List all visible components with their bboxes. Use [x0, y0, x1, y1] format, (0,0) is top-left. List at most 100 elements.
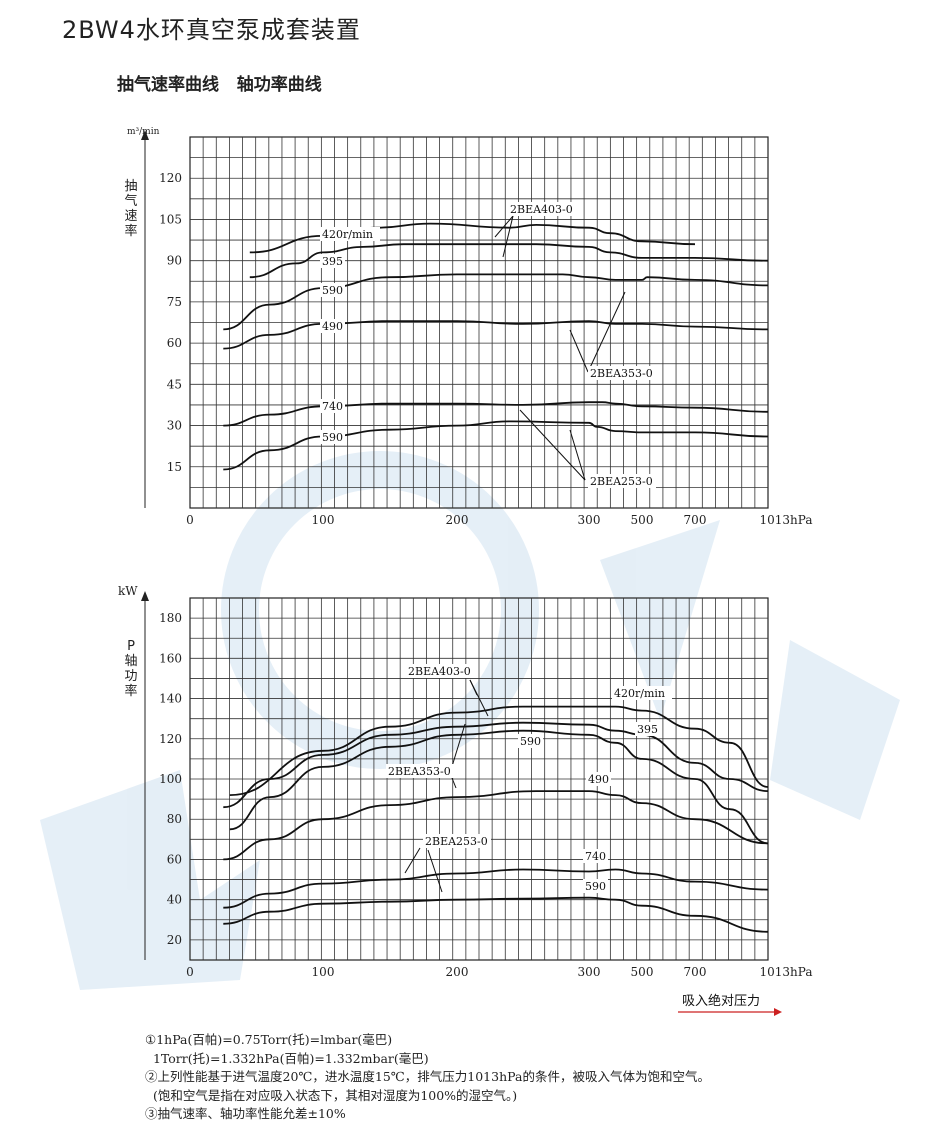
y-tick-label: 60 — [167, 336, 182, 350]
x-tick-label: 1013hPa — [760, 513, 813, 527]
series-label-bg — [320, 319, 345, 333]
annotation-bg — [588, 474, 656, 488]
note-2: ②上列性能基于进气温度20℃，进水温度15℃，排气压力1013hPa的条件，被吸… — [145, 1069, 710, 1084]
y-tick-label: 20 — [167, 933, 182, 947]
series-label-bg — [320, 430, 345, 444]
y-axis-label-char: P — [127, 639, 135, 654]
x-tick-label: 700 — [684, 965, 707, 979]
series-line — [229, 729, 769, 845]
model-annotation: 2BEA253-0 — [590, 475, 653, 488]
y-tick-label: 30 — [167, 419, 182, 433]
series-line — [249, 243, 769, 279]
x-tick-label: 700 — [684, 513, 707, 527]
series-label-bg — [518, 734, 543, 748]
x-tick-label: 1013hPa — [760, 965, 813, 979]
series-line — [223, 420, 769, 471]
y-axis-label-char: 功 — [124, 669, 137, 684]
series-label: 395 — [322, 255, 343, 268]
page-subtitle: 抽气速率曲线 轴功率曲线 — [117, 75, 322, 95]
series-line — [223, 896, 769, 933]
notes: ①1hPa(百帕)=0.75Torr(托)=lmbar(毫巴) 1Torr(托)… — [145, 1031, 710, 1124]
series-label: 740 — [322, 400, 343, 413]
y-tick-label: 160 — [159, 651, 182, 665]
annotation-leader — [569, 429, 586, 481]
series-label-bg — [320, 227, 380, 241]
y-axis-label-char: 抽 — [124, 179, 137, 194]
y-tick-label: 15 — [167, 460, 182, 474]
series-label-bg — [586, 772, 611, 786]
y-unit-label: m³/min — [127, 127, 160, 137]
series-label-bg — [320, 254, 345, 268]
annotation-bg — [508, 202, 576, 216]
series-label: 590 — [322, 431, 343, 444]
y-tick-label: 90 — [167, 254, 182, 268]
x-tick-label: 100 — [312, 965, 335, 979]
y-axis-arrowhead — [141, 591, 149, 601]
y-axis-label-char: 率 — [124, 223, 137, 239]
pumping-speed-chart: 15 30 45 60 75 90 105 120 m³/min 抽气速率 0 100 200 300 50… — [124, 127, 813, 527]
model-annotation: 2BEA353-0 — [590, 367, 653, 380]
series-line — [223, 320, 769, 350]
series-label: 590 — [520, 735, 541, 748]
series-label: 420r/min — [614, 687, 665, 700]
x-tick-label: 300 — [578, 513, 601, 527]
series-label: 590 — [585, 880, 606, 893]
series-label-bg — [635, 722, 660, 736]
annotation-bg — [406, 664, 474, 678]
y-tick-label: 45 — [167, 377, 182, 391]
series-label-bg — [583, 879, 608, 893]
x-tick-label: 300 — [578, 965, 601, 979]
series-label: 490 — [588, 773, 609, 786]
x-tick-label: 200 — [446, 513, 469, 527]
annotation-bg — [423, 834, 491, 848]
y-axis-label-char: 速 — [124, 209, 137, 224]
model-annotation: 2BEA253-0 — [425, 835, 488, 848]
x-tick-label: 0 — [186, 513, 194, 527]
annotation-leader — [427, 849, 443, 893]
annotation-leader — [494, 215, 514, 238]
note-1b: 1Torr(托)=1.332hPa(百帕)=1.332mbar(毫巴) — [145, 1050, 429, 1066]
note-1: ①1hPa(百帕)=0.75Torr(托)=lmbar(毫巴) — [145, 1032, 393, 1047]
y-tick-label: 75 — [167, 295, 182, 309]
model-annotation: 2BEA403-0 — [510, 203, 573, 216]
y-tick-label: 80 — [167, 812, 182, 826]
series-line — [223, 721, 769, 809]
y-axis-label-char: 轴 — [124, 654, 137, 669]
y-tick-label: 120 — [159, 171, 182, 185]
annotation-leader — [404, 847, 421, 874]
y-tick-label: 140 — [159, 692, 182, 706]
x-axis-arrowhead — [774, 1008, 782, 1016]
series-label-bg — [320, 399, 345, 413]
model-annotation: 2BEA403-0 — [408, 665, 471, 678]
y-unit-label: kW — [118, 584, 138, 598]
y-axis-label-char: 气 — [124, 193, 137, 209]
y-tick-label: 105 — [159, 212, 182, 226]
series-label-bg — [320, 283, 345, 297]
x-tick-label: 500 — [631, 513, 654, 527]
series-line — [223, 868, 769, 909]
note-2b: (饱和空气是指在对应吸入状态下，其相对湿度为100%的湿空气。) — [145, 1087, 518, 1103]
annotation-leader — [569, 329, 589, 373]
model-annotation: 2BEA353-0 — [388, 765, 451, 778]
x-tick-label: 100 — [312, 513, 335, 527]
series-label: 490 — [322, 320, 343, 333]
x-axis-label: 吸入绝对压力 — [682, 993, 760, 1009]
x-tick-label: 200 — [446, 965, 469, 979]
series-line — [229, 705, 769, 796]
series-label: 395 — [637, 723, 658, 736]
y-axis-arrowhead — [141, 130, 149, 140]
y-tick-label: 100 — [159, 772, 182, 786]
annotation-bg — [386, 764, 454, 778]
series-label: 590 — [322, 284, 343, 297]
annotation-leader — [587, 291, 626, 373]
series-label: 420r/min — [322, 228, 373, 241]
annotation-leader — [502, 215, 514, 258]
series-label-bg — [612, 686, 672, 700]
series-label-bg — [583, 849, 608, 863]
y-tick-label: 120 — [159, 732, 182, 746]
note-3: ③抽气速率、轴功率性能允差±10% — [145, 1106, 346, 1121]
y-axis-label-char: 率 — [124, 683, 137, 699]
series-line — [223, 790, 769, 861]
